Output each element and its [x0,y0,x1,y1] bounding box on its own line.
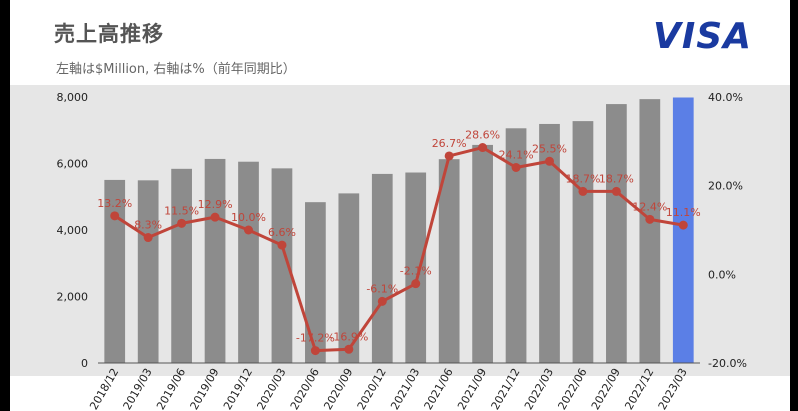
growth-line [113,146,684,353]
growth-data-label: 6.6% [268,226,296,239]
growth-point [645,214,655,224]
y-left-tick-label: 4,000 [57,224,89,237]
bar [137,180,159,363]
y-left-tick-label: 0 [81,357,88,370]
growth-data-label: -2.1% [400,265,432,278]
bar [539,123,560,363]
growth-point [177,218,187,228]
growth-data-label: 8.3% [134,219,162,232]
growth-point [210,212,220,222]
bar [672,97,694,363]
bar [204,158,226,363]
growth-data-label: -17.2% [296,332,335,345]
chart-subtitle: 左軸は$Million, 右軸は%（前年同期比） [56,62,296,77]
growth-point [478,143,488,153]
growth-data-label: 24.1% [499,148,534,161]
growth-point [545,156,554,166]
growth-point [444,151,454,161]
y-right-tick-label: 20.0% [708,180,743,193]
visa-logo: VISA [652,16,752,57]
growth-point [143,233,153,243]
growth-data-label: 10.0% [231,211,266,224]
growth-point [578,186,588,196]
growth-data-label: 25.5% [532,142,567,155]
growth-data-label: 26.7% [432,137,467,150]
bar [639,99,661,364]
growth-point [611,186,621,196]
growth-point [511,162,521,172]
growth-data-label: 11.5% [164,204,199,217]
growth-data-label: -6.1% [366,282,398,295]
y-right-tick-label: 0.0% [708,268,736,281]
growth-data-label: 13.2% [97,197,132,210]
growth-point [110,211,120,221]
growth-point [277,240,287,250]
growth-data-label: 28.6% [465,129,500,142]
bar [238,161,259,363]
bar [572,121,594,363]
page-title: 売上高推移 [54,22,164,46]
bar [371,173,393,363]
bar [438,159,460,363]
y-right-tick-label: -20.0% [708,357,747,370]
growth-point [344,344,354,354]
y-left-tick-label: 6,000 [57,158,89,171]
bar [171,168,192,363]
growth-point [411,279,421,289]
growth-data-label: 11.1% [666,206,701,219]
y-left-tick-label: 2,000 [57,291,89,304]
bar [104,179,126,363]
growth-data-label: 12.9% [198,198,233,211]
bar [472,144,493,363]
growth-point [310,346,320,356]
bar [338,193,360,363]
growth-point [244,225,253,235]
bar [405,172,427,363]
bar [305,202,326,363]
growth-data-label: -16.9% [329,330,368,343]
growth-data-label: 18.7% [565,172,600,185]
growth-data-label: 12.4% [632,200,667,213]
bar [505,128,527,363]
growth-data-label: 18.7% [599,172,634,185]
bar [606,104,627,364]
growth-point [678,220,688,230]
y-right-tick-label: 40.0% [708,91,743,104]
bar [271,168,293,363]
y-left-tick-label: 8,000 [57,91,89,104]
growth-point [377,296,387,306]
